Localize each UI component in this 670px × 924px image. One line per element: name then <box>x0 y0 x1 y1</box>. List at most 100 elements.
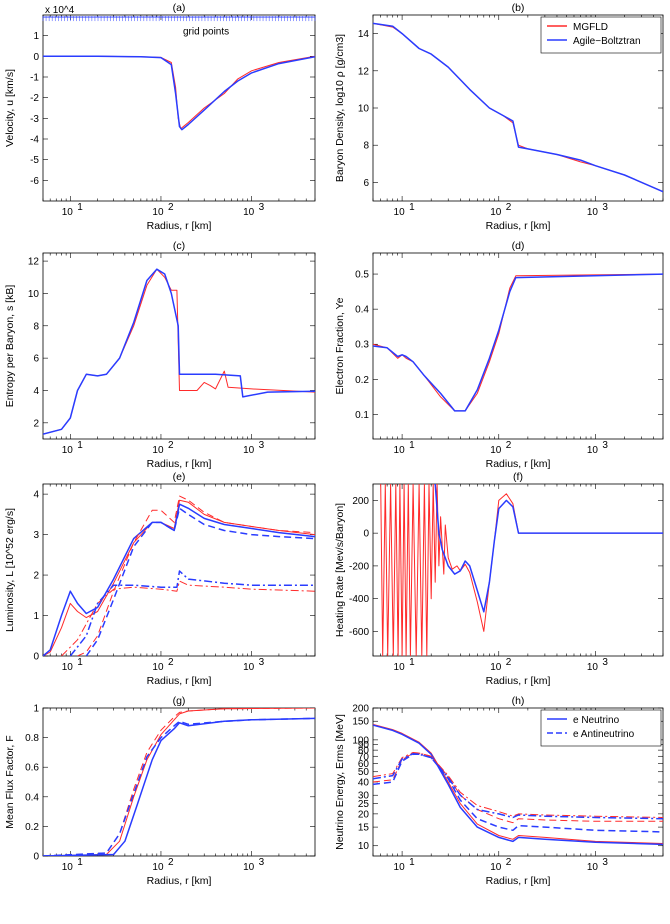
y-tick-label: 1 <box>33 31 39 42</box>
x-tick-exponent: 3 <box>259 440 265 451</box>
axes-box <box>42 483 316 657</box>
y-tick-label: -3 <box>30 114 39 125</box>
x-tick-label: 10 <box>490 445 502 456</box>
chart-panel-h: 10 1 10 2 10 31015202530405060708090100150200… <box>334 695 664 887</box>
x-tick-label: 10 <box>394 662 406 673</box>
y-tick-label: 200 <box>352 704 369 715</box>
x-tick-exponent: 3 <box>602 657 608 668</box>
series-group <box>43 268 315 435</box>
x-tick-label: 10 <box>152 445 164 456</box>
series-line-boltz-solid <box>43 55 315 131</box>
chart-title: (a) <box>173 2 186 14</box>
x-tick-exponent: 3 <box>259 202 265 213</box>
chart-title: (e) <box>173 471 186 483</box>
series-line-boltz-dashed <box>43 717 315 856</box>
x-tick-label: 10 <box>62 445 74 456</box>
x-tick-exponent: 1 <box>409 202 415 213</box>
y-tick-label: 4 <box>33 386 39 397</box>
series-line-boltz-solid <box>434 484 663 613</box>
series-line-mgfld-solid <box>380 484 663 656</box>
y-tick-label: 0.2 <box>25 822 39 833</box>
y-tick-label: -5 <box>30 155 39 166</box>
series-line-mgfld-dashed <box>77 495 315 656</box>
x-tick-label: 10 <box>490 662 502 673</box>
x-tick-exponent: 2 <box>168 857 174 868</box>
y-tick-label: 0.4 <box>355 305 369 316</box>
y-tick-label: 10 <box>358 841 370 852</box>
y-tick-label: 0.2 <box>355 375 369 386</box>
series-line-mgfld-solid <box>43 499 315 656</box>
y-tick-label: 0.4 <box>25 792 39 803</box>
y-tick-label: 3 <box>33 530 39 541</box>
x-tick-label: 10 <box>152 207 164 218</box>
x-tick-exponent: 2 <box>506 440 512 451</box>
series-line-boltz-dashdot <box>69 570 315 656</box>
x-tick-label: 10 <box>394 862 406 873</box>
x-axis-label: Radius, r [km] <box>147 875 212 887</box>
x-tick-label: 10 <box>394 445 406 456</box>
x-tick-label: 10 <box>587 662 599 673</box>
x-tick-label: 10 <box>243 445 255 456</box>
series-group <box>373 273 663 412</box>
y-tick-label: 40 <box>358 778 370 789</box>
x-tick-label: 10 <box>243 662 255 673</box>
x-tick-label: 10 <box>62 862 74 873</box>
series-group <box>373 723 663 846</box>
x-tick-label: 10 <box>152 662 164 673</box>
series-line-boltz-dashdot <box>373 752 663 820</box>
x-tick-label: 10 <box>62 207 74 218</box>
y-tick-label: 4 <box>33 490 39 501</box>
series-line-boltz-solid <box>43 717 315 856</box>
x-tick-label: 10 <box>243 862 255 873</box>
series-group <box>43 55 315 131</box>
y-tick-label: 200 <box>352 496 369 507</box>
x-tick-exponent: 1 <box>409 657 415 668</box>
x-tick-exponent: 1 <box>77 202 83 213</box>
y-tick-label: -200 <box>349 561 369 572</box>
y-tick-label: 0 <box>33 852 39 863</box>
y-tick-label: -600 <box>349 627 369 638</box>
x-axis-label: Radius, r [km] <box>486 220 551 232</box>
chart-panel-a: 10 1 10 2 10 3-6-5-4-3-2-101(a)Radius, r [km]… <box>4 2 316 232</box>
y-tick-label: 0.6 <box>25 763 39 774</box>
x-tick-exponent: 1 <box>77 857 83 868</box>
y-axis-label: Luminosity, L [10^52 erg/s] <box>4 508 16 632</box>
series-group <box>43 708 315 856</box>
legend-label: e Neutrino <box>573 715 620 726</box>
x-tick-exponent: 3 <box>259 657 265 668</box>
y-tick-label: 70 <box>358 752 370 763</box>
x-axis-label: Radius, r [km] <box>486 458 551 470</box>
x-axis-label: Radius, r [km] <box>486 875 551 887</box>
x-tick-exponent: 2 <box>506 657 512 668</box>
y-tick-label: 50 <box>358 767 370 778</box>
legend-box <box>540 16 662 54</box>
series-group <box>373 22 663 193</box>
x-tick-label: 10 <box>394 207 406 218</box>
series-line-boltz-solid <box>373 724 663 846</box>
x-axis-label: Radius, r [km] <box>486 675 551 687</box>
series-line-mgfld-solid <box>373 723 663 844</box>
axes-box <box>42 14 316 202</box>
series-line-boltz-dashed <box>373 753 663 833</box>
y-tick-label: 8 <box>363 141 369 152</box>
x-tick-exponent: 1 <box>77 440 83 451</box>
y-tick-label: 20 <box>358 809 370 820</box>
x-tick-label: 10 <box>587 862 599 873</box>
series-group <box>380 484 663 656</box>
y-tick-label: 0 <box>363 529 369 540</box>
chart-title: (f) <box>513 471 523 483</box>
legend-label: Agile−Boltztran <box>573 36 641 47</box>
series-line-boltz-solid <box>373 273 663 412</box>
chart-title: (g) <box>173 695 186 707</box>
x-tick-exponent: 2 <box>506 857 512 868</box>
y-axis-label: Heating Rate [Mev/s/Baryon] <box>334 503 346 637</box>
y-tick-label: 6 <box>33 354 39 365</box>
y-tick-label: 100 <box>352 735 369 746</box>
axes-box <box>42 252 316 440</box>
y-tick-label: 0.5 <box>355 270 369 281</box>
y-tick-label: 25 <box>358 799 370 810</box>
y-tick-label: -400 <box>349 594 369 605</box>
series-line-mgfld-dashdot <box>373 752 663 818</box>
